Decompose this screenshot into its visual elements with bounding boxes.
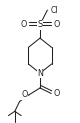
Text: O: O: [54, 89, 60, 98]
Text: N: N: [37, 69, 43, 78]
Text: Cl: Cl: [51, 6, 58, 15]
Text: O: O: [21, 90, 28, 99]
Text: O: O: [53, 20, 60, 29]
Text: S: S: [37, 20, 43, 29]
Text: O: O: [20, 20, 27, 29]
